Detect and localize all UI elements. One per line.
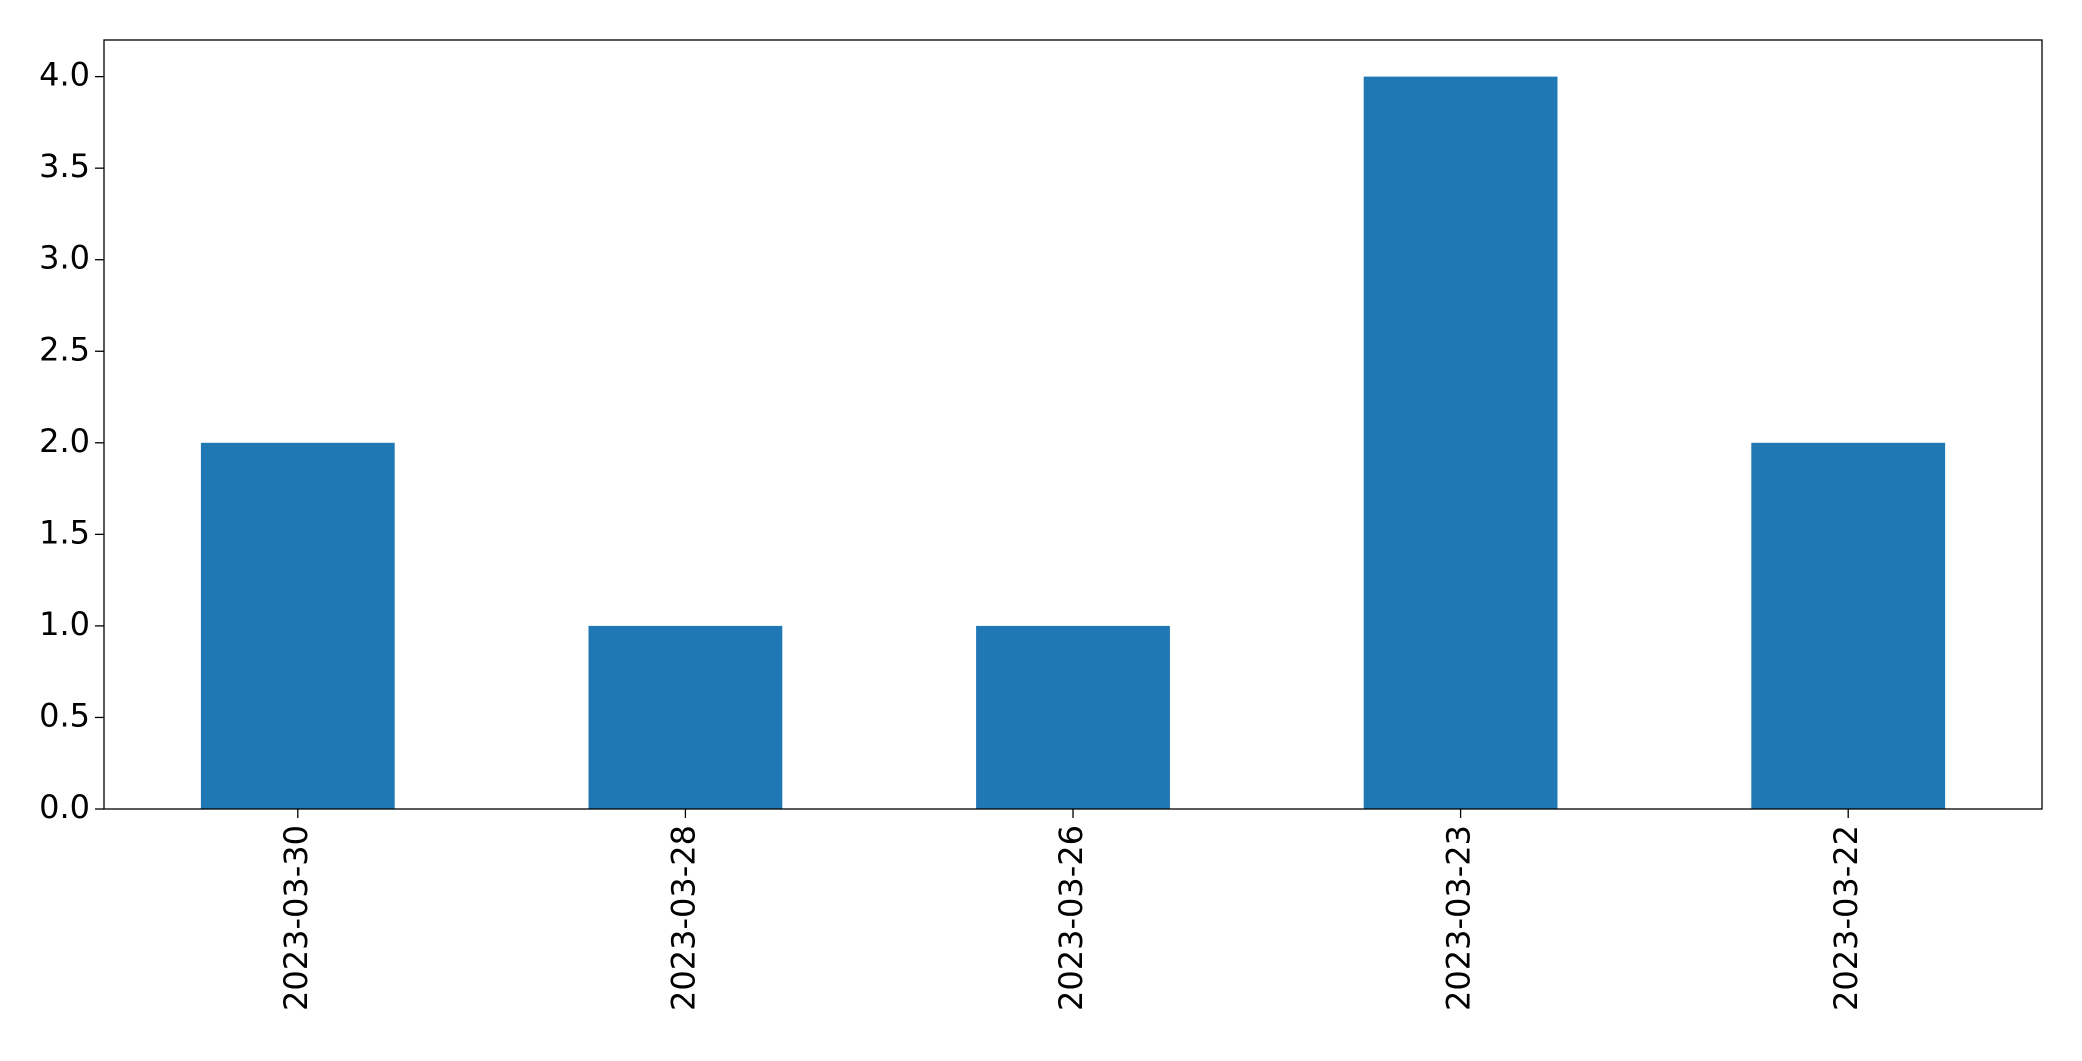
- bar: [976, 625, 1170, 809]
- y-tick-label: 0.5: [39, 696, 90, 734]
- bar: [1751, 442, 1946, 809]
- y-tick-label: 2.5: [39, 330, 90, 368]
- x-tick-label: 2023-03-26: [1052, 825, 1090, 1011]
- y-tick-label: 0.0: [39, 788, 90, 826]
- bar: [200, 442, 395, 809]
- bar: [1363, 76, 1558, 810]
- y-tick-label: 1.0: [39, 605, 90, 643]
- x-tick-label: 2023-03-30: [277, 825, 315, 1011]
- plot-frame: [103, 39, 2043, 810]
- y-tick-label: 1.5: [39, 513, 90, 551]
- x-tick-label: 2023-03-23: [1440, 825, 1478, 1011]
- y-tick-label: 3.5: [39, 147, 90, 185]
- x-tick-label: 2023-03-22: [1827, 825, 1865, 1011]
- bar: [588, 625, 783, 809]
- y-tick-label: 3.0: [39, 239, 90, 277]
- x-tick-label: 2023-03-28: [664, 825, 702, 1011]
- y-tick-label: 2.0: [39, 422, 90, 460]
- y-tick-label: 4.0: [39, 56, 90, 94]
